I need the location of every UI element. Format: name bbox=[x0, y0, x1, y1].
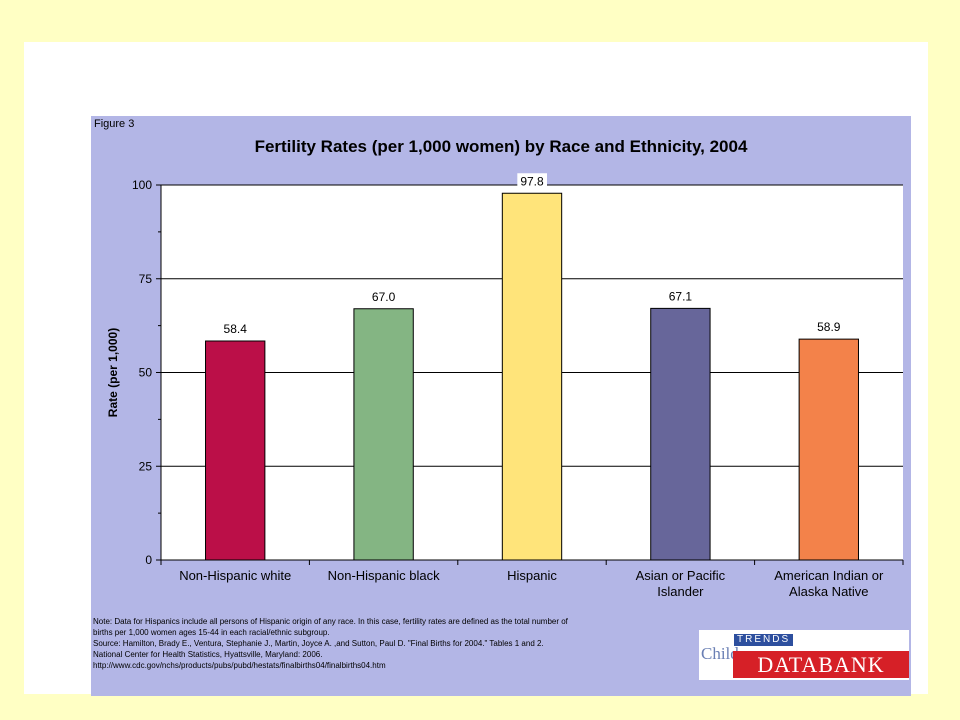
figure-label: Figure 3 bbox=[94, 118, 135, 130]
note-line: births per 1,000 women ages 15-44 in eac… bbox=[93, 628, 330, 637]
data-label: 58.4 bbox=[224, 322, 248, 336]
slide: Figure 3 Fertility Rates (per 1,000 wome… bbox=[24, 42, 928, 696]
y-tick-label: 100 bbox=[132, 178, 152, 192]
x-tick-label: Non-Hispanic white bbox=[179, 568, 291, 583]
data-label: 97.8 bbox=[520, 174, 544, 188]
y-axis-label: Rate (per 1,000) bbox=[106, 328, 120, 417]
notes: Note: Data for Hispanics include all per… bbox=[93, 616, 693, 671]
bar bbox=[650, 307, 711, 561]
bar bbox=[353, 308, 414, 561]
x-tick-label: Islander bbox=[657, 584, 704, 599]
x-tick-label: American Indian or bbox=[774, 568, 884, 583]
x-tick-label: Hispanic bbox=[507, 568, 557, 583]
data-label: 67.0 bbox=[372, 290, 396, 304]
x-tick-label: Non-Hispanic black bbox=[328, 568, 440, 583]
source-line: Source: Hamilton, Brady E., Ventura, Ste… bbox=[93, 639, 544, 648]
x-tick-label: Alaska Native bbox=[789, 584, 868, 599]
source-line: National Center for Health Statistics, H… bbox=[93, 650, 323, 659]
y-tick-label: 25 bbox=[139, 459, 153, 473]
note-line: Note: Data for Hispanics include all per… bbox=[93, 617, 568, 626]
bar bbox=[501, 192, 563, 561]
y-tick-label: 75 bbox=[139, 272, 153, 286]
logo-databank-text: DATABANK bbox=[733, 651, 909, 678]
y-tick-label: 50 bbox=[139, 366, 153, 380]
child-trends-databank-logo: Child TRENDS DATABANK bbox=[699, 630, 909, 680]
logo-trends-text: TRENDS bbox=[734, 634, 794, 646]
data-label: 67.1 bbox=[669, 289, 693, 303]
chart-panel: Figure 3 Fertility Rates (per 1,000 wome… bbox=[91, 116, 911, 696]
bar bbox=[205, 340, 266, 561]
bar bbox=[798, 338, 859, 561]
data-label-background bbox=[517, 173, 548, 190]
bar-chart: 0 25 50 75 100 Rate (per 1,000) 58.4 Non-Hispan… bbox=[106, 173, 904, 599]
source-url: http://www.cdc.gov/nchs/products/pubs/pu… bbox=[93, 661, 386, 670]
x-tick-label: Asian or Pacific bbox=[636, 568, 726, 583]
data-label: 58.9 bbox=[817, 320, 841, 334]
y-tick-label: 0 bbox=[145, 553, 152, 567]
logo-child-text: Child bbox=[701, 644, 739, 663]
chart-title: Fertility Rates (per 1,000 women) by Rac… bbox=[254, 137, 748, 156]
